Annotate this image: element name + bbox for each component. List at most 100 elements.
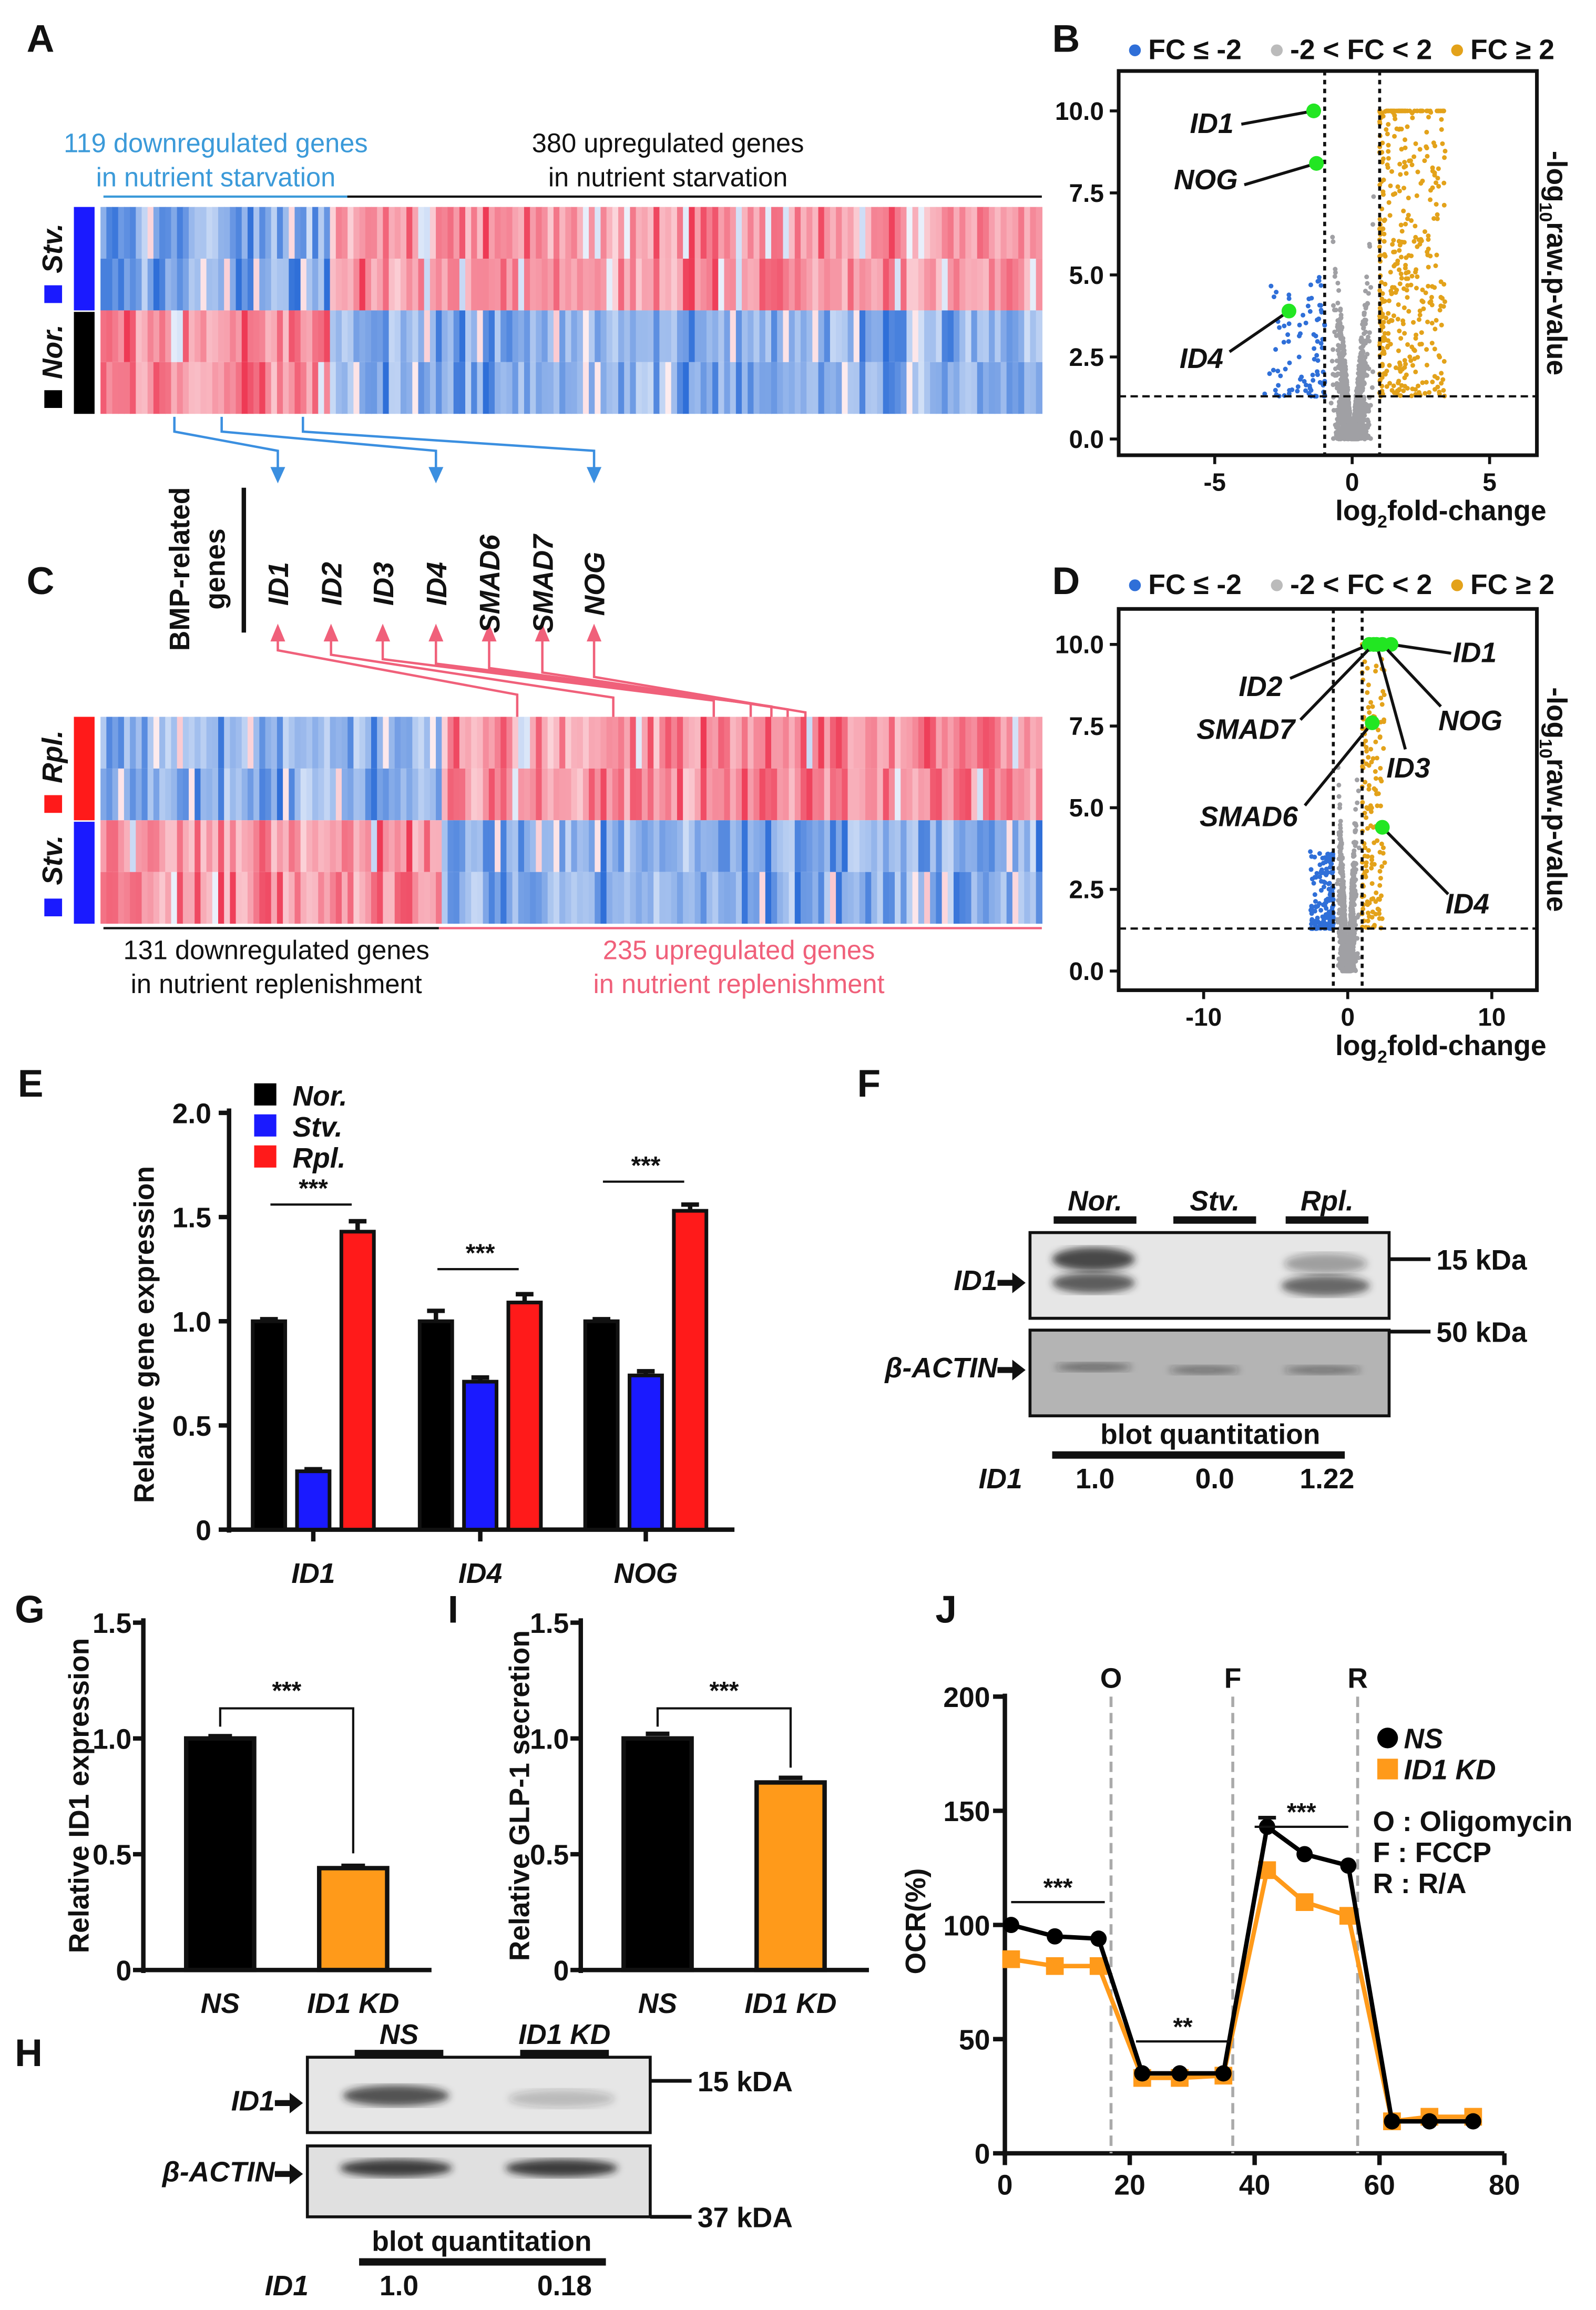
- heatmap-cell: [377, 259, 384, 311]
- orange-point: [1436, 183, 1441, 189]
- heatmap-cell: [765, 768, 772, 821]
- heatmap-cell: [294, 872, 301, 924]
- heatmap-cell: [494, 820, 502, 872]
- bmp-title-line1: BMP-related: [165, 487, 196, 651]
- gray-point: [1348, 420, 1353, 425]
- heatmap-cell: [294, 207, 301, 259]
- heatmap-cell: [918, 717, 925, 769]
- heatmap-cell: [353, 207, 360, 259]
- heatmap-cell: [406, 768, 413, 821]
- heatmap-cell: [347, 820, 354, 872]
- heatmap-cell: [595, 207, 601, 259]
- heatmap-cell: [953, 362, 960, 414]
- heatmap-cell: [224, 820, 231, 872]
- heatmap-cell: [518, 872, 525, 924]
- down-footer-line2: in nutrient replenishment: [131, 969, 422, 999]
- heatmap-cell: [694, 768, 701, 821]
- heatmap-cell: [471, 768, 478, 821]
- orange-point: [1426, 237, 1431, 242]
- heatmap-cell: [400, 207, 407, 259]
- heatmap-cell: [571, 768, 578, 821]
- heatmap-cell: [1018, 717, 1025, 769]
- orange-point: [1404, 171, 1409, 176]
- heatmap-cell: [965, 207, 972, 259]
- heatmap-cell: [683, 310, 690, 362]
- heatmap-cell: [706, 362, 713, 414]
- heatmap-cell: [712, 310, 719, 362]
- orange-point: [1398, 254, 1404, 260]
- heatmap-cell: [842, 768, 848, 821]
- gray-point: [1343, 433, 1348, 438]
- legend-label: FC ≥ 2: [1470, 569, 1554, 600]
- heatmap-cell: [759, 310, 766, 362]
- heatmap-cell: [312, 717, 319, 769]
- heatmap-cell: [765, 259, 772, 311]
- heatmap-cell: [1018, 872, 1025, 924]
- heatmap-cell: [212, 872, 219, 924]
- blue-point: [1317, 874, 1323, 880]
- heatmap-cell: [700, 872, 708, 924]
- heatmap-cell: [806, 259, 813, 311]
- heatmap-cell: [236, 259, 242, 311]
- orange-point: [1380, 362, 1385, 367]
- heatmap-cell: [330, 259, 336, 311]
- heatmap-cell: [742, 872, 749, 924]
- heatmap-cell: [536, 820, 543, 872]
- heatmap-cell: [582, 259, 590, 311]
- x-tick-label: -5: [1203, 468, 1225, 496]
- heatmap-cell: [195, 872, 201, 924]
- heatmap-cell: [271, 362, 278, 414]
- plot-frame: [1117, 607, 1539, 993]
- gray-point: [1339, 931, 1345, 936]
- heatmap-cell: [971, 717, 978, 769]
- heatmap-cell: [112, 820, 119, 872]
- heatmap-cell: [271, 259, 278, 311]
- orange-point: [1396, 380, 1401, 385]
- heatmap-cell: [1012, 717, 1019, 769]
- gray-point: [1333, 366, 1338, 371]
- heatmap-cell: [359, 820, 366, 872]
- heatmap-cell: [259, 820, 266, 872]
- heatmap-cell: [471, 207, 478, 259]
- heatmap-cell: [136, 310, 142, 362]
- heatmap-cell: [589, 717, 596, 769]
- heatmap-cell: [283, 310, 290, 362]
- heatmap-cell: [412, 820, 419, 872]
- heatmap-cell: [429, 207, 437, 259]
- heatmap-cell: [218, 259, 225, 311]
- orange-point: [1436, 108, 1441, 114]
- gray-point: [1349, 908, 1354, 914]
- orange-point: [1385, 108, 1390, 114]
- heatmap-cell: [959, 768, 966, 821]
- orange-point: [1403, 145, 1408, 150]
- heatmap-cell: [465, 310, 472, 362]
- heatmap-cell: [171, 259, 178, 311]
- heatmap-cell: [442, 259, 448, 311]
- heatmap-cell: [906, 259, 913, 311]
- heatmap-a-header: 119 downregulated genes in nutrient star…: [64, 128, 1042, 198]
- heatmap-cell: [895, 362, 902, 414]
- heatmap-cell: [453, 768, 460, 821]
- connector-line: [302, 416, 596, 471]
- down-header-line1: 119 downregulated genes: [64, 128, 368, 158]
- orange-point: [1370, 704, 1375, 709]
- orange-point: [1390, 242, 1395, 247]
- orange-point: [1429, 294, 1434, 300]
- heatmap-cell: [388, 362, 395, 414]
- highlight-point: [1309, 156, 1324, 171]
- heatmap-cell: [553, 259, 560, 311]
- heatmap-cell: [565, 259, 572, 311]
- heatmap-cell: [277, 259, 284, 311]
- heatmap-cell: [1006, 362, 1013, 414]
- orange-point: [1382, 239, 1387, 244]
- heatmap-cell: [371, 259, 378, 311]
- heatmap-cell: [824, 717, 831, 769]
- heatmap-cell: [512, 207, 519, 259]
- orange-point: [1413, 223, 1418, 229]
- heatmap-cell: [971, 872, 978, 924]
- heatmap-cell: [553, 820, 560, 872]
- gray-point: [1342, 936, 1347, 941]
- heatmap-cell: [212, 820, 219, 872]
- orange-point: [1376, 728, 1381, 733]
- heatmap-cell: [483, 207, 489, 259]
